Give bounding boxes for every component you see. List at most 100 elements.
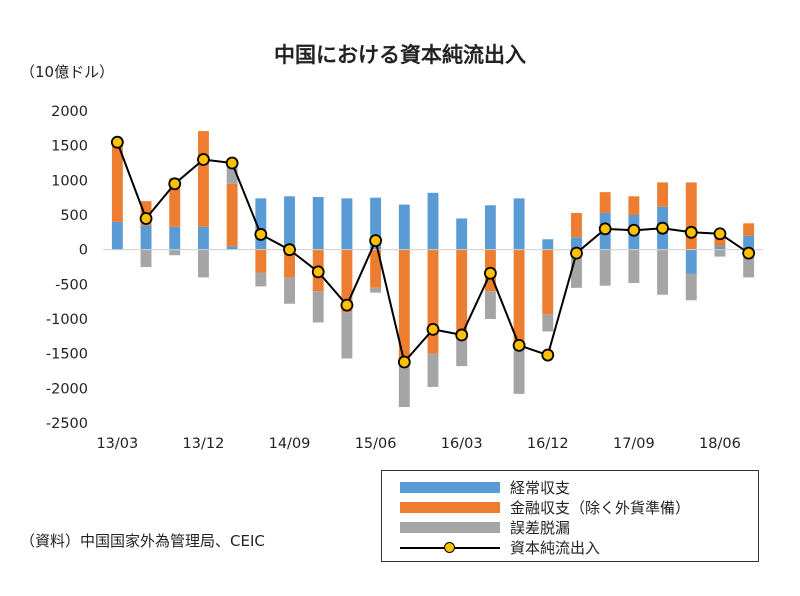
net-capital-flow-point	[570, 246, 583, 260]
errors-omissions-bar	[341, 312, 353, 359]
errors-omissions-bar	[657, 249, 669, 295]
x-tick-label: 14/09	[269, 436, 311, 452]
errors-omissions-bar	[513, 343, 525, 394]
current-account-bar	[714, 246, 726, 250]
errors-omissions-bar	[542, 314, 554, 332]
financial-account-bar	[197, 131, 209, 227]
legend: 経常収支 金融収支（除く外貨準備） 誤差脱漏 資本純流出入	[381, 470, 759, 562]
errors-omissions-bar	[284, 277, 295, 304]
current-account-bar	[197, 226, 209, 250]
financial-account-bar	[599, 192, 611, 213]
financial-account-bar	[427, 249, 439, 354]
net-capital-flow-point	[713, 227, 727, 241]
errors-omissions-bar	[140, 249, 152, 267]
net-capital-flow-point	[254, 228, 268, 241]
current-account-bar	[685, 249, 697, 274]
net-capital-flow-point	[311, 265, 325, 279]
legend-label-net-capital-flow: 資本純流出入	[510, 538, 601, 557]
x-tick-label: 18/06	[699, 436, 741, 452]
current-account-bar	[571, 237, 582, 250]
net-capital-flow-point	[455, 328, 469, 342]
x-tick-label: 16/12	[527, 436, 569, 452]
current-account-bar	[255, 198, 267, 250]
net-flow-line-layer	[110, 135, 756, 369]
net-capital-flow-point	[369, 234, 383, 248]
net-capital-flow-point	[512, 338, 526, 352]
x-tick-label: 17/09	[613, 436, 655, 452]
financial-account-bar	[255, 249, 267, 273]
current-account-bar	[169, 226, 181, 250]
current-account-bar	[312, 196, 324, 250]
net-capital-flow-point	[110, 135, 124, 149]
financial-account-bar	[398, 249, 410, 365]
current-account-bar	[284, 196, 295, 250]
errors-omissions-bar	[169, 249, 181, 256]
net-capital-flow-point	[283, 243, 296, 257]
legend-swatch-current-account	[400, 481, 500, 493]
source-note: （資料）中国国家外為管理局、CEIC	[20, 532, 265, 550]
errors-omissions-bar	[571, 249, 582, 288]
net-capital-flow-point	[541, 348, 555, 362]
financial-account-bar	[571, 212, 582, 238]
financial-account-bar	[657, 182, 669, 207]
net-capital-flow-point	[742, 246, 756, 260]
errors-omissions-bar	[484, 291, 496, 319]
legend-item-current-account: 経常収支	[400, 477, 570, 497]
net-capital-flow-point	[397, 355, 411, 369]
chart-title: 中国における資本純流出入	[274, 43, 526, 67]
net-capital-flow-point	[627, 223, 641, 237]
errors-omissions-bar	[743, 249, 755, 278]
x-tick-label: 16/03	[441, 436, 483, 452]
errors-omissions-bar	[714, 249, 726, 257]
legend-label-current-account: 経常収支	[510, 478, 571, 497]
financial-account-bar	[370, 249, 382, 288]
legend-item-net-capital-flow: 資本純流出入	[400, 537, 600, 557]
legend-item-financial-account: 金融収支（除く外貨準備）	[400, 497, 690, 517]
net-capital-flow-point	[197, 153, 210, 166]
net-capital-flow-point	[656, 221, 669, 235]
net-capital-flow-point	[483, 266, 497, 280]
y-tick-label: -2000	[46, 381, 88, 397]
net-capital-flow-point	[684, 225, 698, 239]
bars-layer	[111, 131, 755, 408]
net-capital-flow-point	[598, 222, 612, 236]
financial-account-bar	[226, 183, 238, 247]
x-tick-label: 13/03	[96, 436, 138, 452]
current-account-bar	[484, 205, 496, 250]
financial-account-bar	[169, 178, 181, 227]
errors-omissions-bar	[370, 287, 382, 293]
x-tick-label: 15/06	[355, 436, 397, 452]
financial-account-bar	[456, 249, 468, 340]
legend-swatch-errors-omissions	[400, 521, 500, 533]
financial-account-bar	[513, 249, 525, 344]
current-account-bar	[398, 204, 410, 250]
current-account-bar	[226, 246, 238, 250]
y-tick-label: 2000	[51, 104, 88, 120]
net-capital-flow-point	[225, 156, 239, 170]
legend-line-marker-icon	[400, 541, 500, 553]
financial-account-bar	[685, 182, 697, 250]
financial-account-bar	[542, 249, 554, 315]
errors-omissions-bar	[456, 339, 468, 367]
y-tick-label: 500	[60, 208, 88, 224]
legend-label-financial-account: 金融収支（除く外貨準備）	[510, 498, 691, 517]
net-capital-flow-point	[426, 322, 440, 336]
legend-swatch-financial-account	[400, 501, 500, 513]
current-account-bar	[111, 221, 123, 250]
legend-label-errors-omissions: 誤差脱漏	[510, 518, 571, 537]
y-tick-label: -1500	[46, 347, 88, 363]
errors-omissions-bar	[427, 353, 439, 387]
x-axis-tick-labels: 13/03 13/12 14/09 15/06 16/03 16/12 17/09 18/06	[96, 436, 740, 452]
y-tick-label: -1000	[46, 312, 88, 328]
y-tick-label: -500	[55, 277, 88, 293]
y-tick-label: 0	[79, 243, 88, 259]
y-tick-label: 1000	[51, 173, 88, 189]
errors-omissions-bar	[226, 163, 238, 184]
financial-account-bar	[628, 196, 640, 215]
y-tick-label: -2500	[46, 416, 88, 432]
errors-omissions-bar	[628, 249, 640, 283]
current-account-bar	[140, 225, 152, 250]
current-account-bar	[513, 198, 525, 250]
y-axis-unit-label: （10億ドル）	[20, 63, 114, 81]
